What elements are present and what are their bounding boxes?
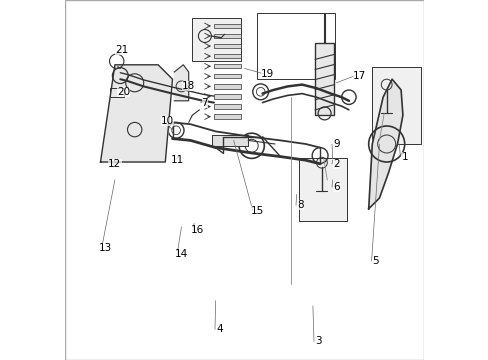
Text: 2: 2 xyxy=(332,159,339,169)
Polygon shape xyxy=(101,65,172,162)
Bar xyxy=(298,158,346,221)
Bar xyxy=(213,34,241,38)
Polygon shape xyxy=(174,65,188,101)
Bar xyxy=(371,67,420,144)
Bar xyxy=(257,13,334,79)
Text: 16: 16 xyxy=(191,225,204,235)
Text: 15: 15 xyxy=(250,206,263,216)
Bar xyxy=(109,88,123,97)
Text: 6: 6 xyxy=(332,182,339,192)
Text: 21: 21 xyxy=(115,45,128,55)
Bar xyxy=(213,84,241,89)
Text: 18: 18 xyxy=(182,81,195,91)
Bar xyxy=(213,64,241,68)
Text: 8: 8 xyxy=(296,200,303,210)
Text: 7: 7 xyxy=(201,98,208,108)
Bar xyxy=(213,24,241,28)
Text: 10: 10 xyxy=(160,116,173,126)
Text: 3: 3 xyxy=(314,336,321,346)
Bar xyxy=(213,54,241,58)
Bar xyxy=(192,18,241,61)
Bar xyxy=(212,135,247,146)
Bar xyxy=(213,74,241,78)
Text: 19: 19 xyxy=(261,69,274,79)
Text: 17: 17 xyxy=(352,71,366,81)
Text: 4: 4 xyxy=(216,324,222,334)
Bar xyxy=(213,44,241,48)
Polygon shape xyxy=(368,79,402,209)
Text: 13: 13 xyxy=(99,243,112,253)
Bar xyxy=(314,43,334,115)
Text: 12: 12 xyxy=(108,159,122,169)
Text: 14: 14 xyxy=(175,249,188,259)
Bar xyxy=(213,94,241,99)
Text: 5: 5 xyxy=(372,256,378,266)
Text: 9: 9 xyxy=(332,139,339,149)
Text: 20: 20 xyxy=(117,87,130,97)
Bar xyxy=(213,114,241,119)
Text: 1: 1 xyxy=(401,152,407,162)
Bar xyxy=(213,104,241,109)
Text: 11: 11 xyxy=(171,155,184,165)
